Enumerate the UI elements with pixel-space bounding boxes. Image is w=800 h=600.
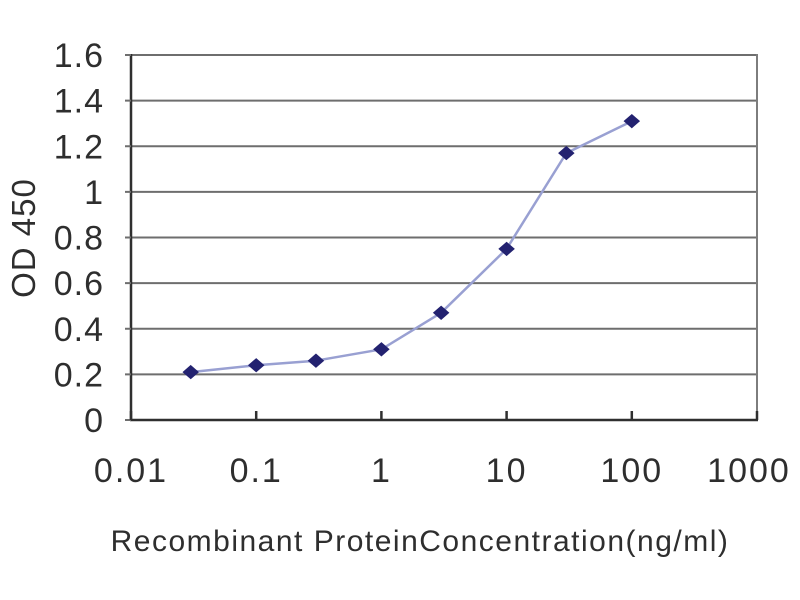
y-tick-label: 1 [84, 174, 104, 212]
x-tick-label: 1 [371, 452, 392, 490]
x-tick-label: 10 [486, 452, 528, 490]
series-line [189, 119, 634, 374]
data-point-marker [182, 364, 199, 380]
x-tick-label: 0.1 [230, 452, 283, 490]
y-tick-label: 0.8 [54, 220, 104, 258]
data-point-marker [373, 342, 390, 357]
y-tick-label: 0.4 [54, 311, 104, 349]
data-point-marker [247, 358, 265, 373]
data-point-marker [307, 353, 325, 368]
data-point-marker [498, 241, 515, 257]
y-tick-label: 0.6 [54, 265, 104, 303]
y-tick-label: 1.4 [54, 83, 104, 121]
y-axis-title: OD 450 [5, 178, 42, 298]
x-axis-title: Recombinant ProteinConcentration(ng/ml) [110, 525, 730, 558]
y-tick-label: 1.6 [54, 37, 104, 75]
x-tick-label: 1000 [707, 452, 791, 490]
data-point-marker [432, 305, 450, 320]
x-tick-label: 0.01 [94, 452, 168, 490]
data-point-marker [558, 145, 575, 161]
y-tick-label: 0.2 [54, 356, 104, 394]
y-tick-label: 0 [84, 402, 104, 440]
data-point-marker [623, 113, 641, 129]
x-tick-label: 100 [600, 452, 663, 490]
y-tick-label: 1.2 [54, 128, 104, 166]
